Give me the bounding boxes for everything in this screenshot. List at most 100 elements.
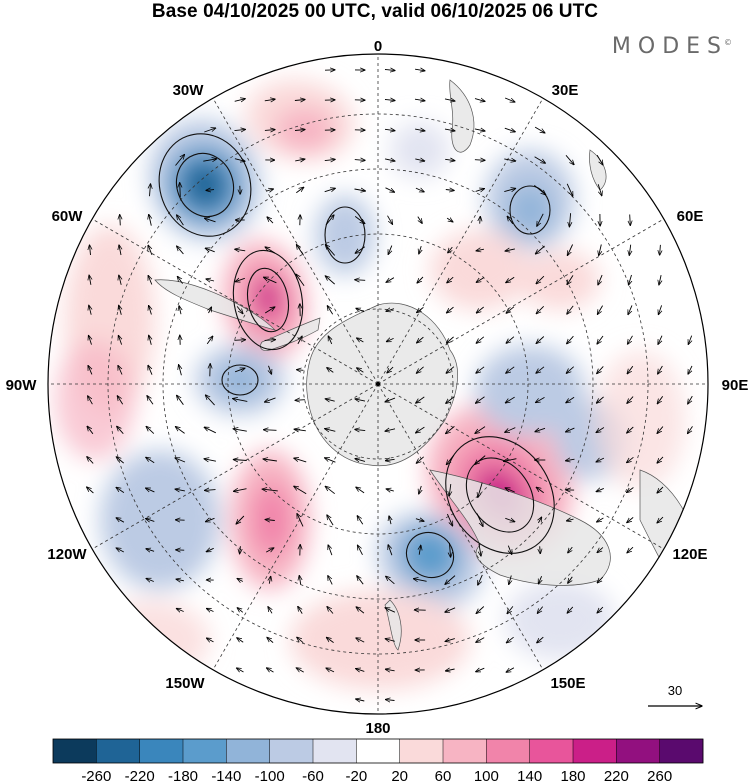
wind-vector <box>534 156 546 163</box>
wind-vector <box>598 274 603 285</box>
wind-vector <box>354 189 366 191</box>
wind-vector <box>325 486 335 495</box>
wind-vector <box>596 154 603 165</box>
wind-vector <box>264 99 275 101</box>
wind-vector <box>296 668 304 673</box>
wind-vector <box>148 276 152 285</box>
wind-vector <box>206 279 215 281</box>
wind-vector <box>268 607 272 614</box>
land-shape <box>384 599 402 651</box>
meridian-line <box>377 383 664 550</box>
anomaly-contour <box>430 230 530 310</box>
streamline <box>175 152 235 218</box>
wind-vector <box>596 458 605 462</box>
wind-vector <box>506 336 515 344</box>
wind-vector <box>234 489 247 492</box>
wind-vector <box>476 249 484 251</box>
wind-vector <box>505 488 515 493</box>
anomaly-contour <box>505 580 615 660</box>
wind-vector <box>234 340 245 341</box>
colorbar-swatch <box>486 739 530 763</box>
wind-vector <box>235 249 246 251</box>
wind-vector <box>415 159 424 161</box>
map-disc <box>48 54 708 714</box>
streamline <box>445 436 555 554</box>
wind-vector <box>328 336 331 345</box>
wind-vector <box>506 636 514 643</box>
wind-vector <box>478 574 483 585</box>
wind-vector <box>476 306 484 313</box>
wind-vector <box>116 548 125 552</box>
wind-vector <box>659 275 661 285</box>
wind-vector <box>263 459 277 461</box>
label-lon-150w: 150W <box>165 675 205 692</box>
wind-vector <box>507 606 514 613</box>
wind-vector <box>88 396 93 405</box>
wind-vector <box>445 575 456 585</box>
anomaly-contour <box>400 526 460 584</box>
wind-vector <box>505 518 514 521</box>
wind-vector <box>446 426 455 433</box>
wind-vector <box>148 365 153 375</box>
wind-vector <box>179 365 182 376</box>
wind-vector <box>506 306 515 313</box>
wind-vector <box>297 336 302 345</box>
label-lon-180: 180 <box>365 720 390 737</box>
wind-vector <box>596 396 604 403</box>
label-lon-150e: 150E <box>550 675 585 692</box>
colorbar-label: -220 <box>125 768 155 783</box>
wind-vector <box>325 429 336 432</box>
wind-vector <box>567 305 574 314</box>
wind-vector <box>505 427 516 433</box>
wind-vector <box>474 160 485 161</box>
latitude-circle <box>162 168 594 600</box>
meridian-line <box>377 218 664 385</box>
colorbar-swatch <box>529 739 574 763</box>
wind-vector <box>597 547 604 552</box>
wind-vector <box>146 488 155 493</box>
wind-vector <box>116 518 125 523</box>
wind-vector <box>205 218 216 223</box>
wind-vector <box>596 427 605 433</box>
wind-vector <box>87 487 94 494</box>
colorbar-label: -100 <box>255 768 285 783</box>
wind-vector <box>658 365 663 374</box>
wind-vector <box>118 366 123 375</box>
wind-vector <box>299 576 300 585</box>
wind-vector <box>597 606 604 613</box>
colorbar-label: 220 <box>604 768 629 783</box>
wind-vector <box>237 668 244 672</box>
wind-vector <box>597 184 602 195</box>
wind-vector <box>386 277 395 283</box>
wind-vector <box>479 543 481 556</box>
wind-vector <box>267 668 274 673</box>
wind-vector <box>297 370 304 371</box>
wind-vector <box>355 280 366 281</box>
wind-vector <box>179 306 181 315</box>
colorbar-swatch <box>659 739 704 763</box>
wind-vector <box>447 276 454 283</box>
wind-vector <box>476 637 485 643</box>
wind-vector <box>240 546 241 554</box>
colorbar-swatch <box>313 739 357 763</box>
wind-vector <box>419 485 422 494</box>
wind-vector <box>444 99 455 101</box>
wind-vector <box>265 548 274 553</box>
streamline <box>246 267 290 333</box>
wind-vector <box>419 545 421 555</box>
wind-vector <box>264 277 277 284</box>
wind-vector <box>234 368 245 373</box>
anomaly-contour <box>90 600 210 680</box>
wind-vector <box>414 99 425 101</box>
wind-vector <box>327 515 334 526</box>
streamline <box>405 531 455 579</box>
wind-vector <box>327 368 334 373</box>
wind-vector <box>177 215 184 226</box>
wind-vector <box>296 187 303 194</box>
wind-vector <box>204 459 216 461</box>
wind-vector <box>327 607 334 614</box>
wind-vector <box>566 183 573 196</box>
colorbar-swatch <box>139 739 184 763</box>
meridian-line <box>212 383 379 670</box>
wind-vector <box>294 100 305 101</box>
